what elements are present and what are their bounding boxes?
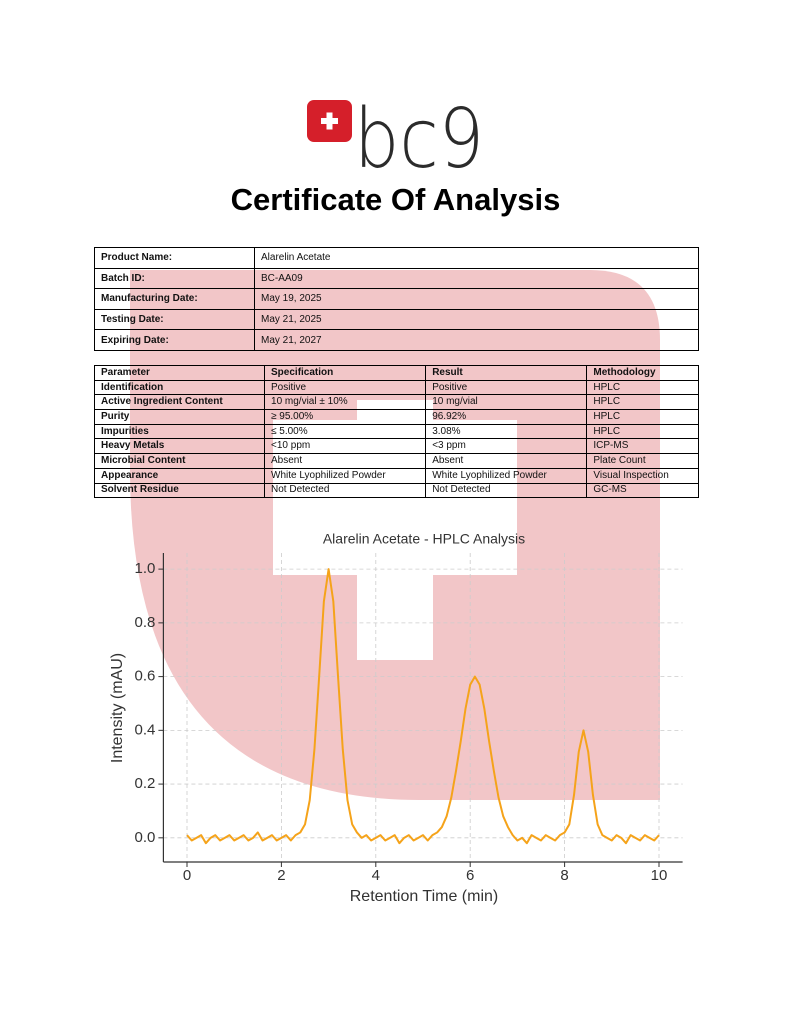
chart-title: Alarelin Acetate - HPLC Analysis (323, 531, 525, 547)
table-cell: Positive (425, 379, 588, 396)
table-cell: White Lyophilized Powder (425, 467, 588, 484)
data-line (186, 568, 660, 845)
table-cell: 10 mg/vial (425, 394, 588, 411)
y-axis-label: Intensity (mAU) (109, 653, 126, 763)
y-tick-label: 0.8 (135, 614, 156, 631)
y-tick-label: 1.0 (135, 560, 156, 577)
table-row: Heavy Metals <10 ppm <3 ppm ICP-MS (93, 438, 699, 455)
table-cell: Not Detected (425, 482, 588, 499)
y-tick-label: 0.2 (135, 775, 156, 792)
column-header: Methodology (586, 365, 699, 381)
table-cell: Purity (93, 409, 266, 425)
product-table: Product Name: Alarelin Acetate Batch ID: BC… (94, 247, 699, 351)
document-title: Certificate Of Analysis (230, 182, 561, 217)
table-cell: HPLC (586, 379, 699, 396)
x-tick-label: 8 (560, 867, 568, 884)
table-row: Active Ingredient Content 10 mg/vial ± 10… (93, 394, 699, 411)
test-table: Parameter Specification Result Methodology I… (93, 365, 699, 499)
column-header: Parameter (93, 365, 266, 381)
column-header: Specification (264, 365, 427, 381)
table-cell: Plate Count (586, 453, 699, 469)
table-cell: ICP-MS (586, 438, 699, 455)
table-cell: Heavy Metals (93, 438, 266, 455)
x-tick-label: 2 (277, 867, 285, 884)
y-tick-label: 0.4 (135, 721, 156, 738)
table-row: Identification Positive Positive HPLC (93, 379, 699, 396)
table-row: Expiring Date: May 21, 2027 (94, 329, 699, 351)
table-cell: White Lyophilized Powder (264, 467, 427, 484)
x-tick-label: 0 (183, 867, 191, 884)
y-tick-label: 0.6 (135, 668, 156, 685)
table-cell: 3.08% (425, 423, 588, 440)
table-row: Appearance White Lyophilized Powder White … (93, 467, 699, 484)
table-cell: Absent (264, 453, 427, 469)
x-tick-label: 6 (466, 867, 474, 884)
column-header: Result (425, 365, 588, 381)
table-row: Batch ID: BC-AA09 (94, 267, 699, 290)
logo-cross (326, 112, 333, 130)
table-row: Impurities ≤ 5.00% 3.08% HPLC (93, 423, 699, 440)
field-value: May 21, 2027 (254, 329, 699, 351)
x-tick-label: 10 (651, 867, 668, 884)
x-axis-label: Retention Time (min) (350, 888, 499, 905)
table-row: Microbial Content Absent Absent Plate Count (93, 453, 699, 469)
logo-text: bc9 (354, 92, 484, 187)
table-cell: HPLC (586, 394, 699, 411)
table-row: Testing Date: May 21, 2025 (94, 308, 699, 331)
table-cell: HPLC (586, 409, 699, 425)
table-cell: Absent (425, 453, 588, 469)
table-row: Solvent Residue Not Detected Not Detected G… (93, 482, 699, 499)
table-cell: <3 ppm (425, 438, 588, 455)
x-tick-label: 4 (372, 867, 380, 884)
table-cell: GC-MS (586, 482, 699, 499)
table-row: Purity ≥ 95.00% 96.92% HPLC (93, 409, 699, 425)
table-cell: HPLC (586, 423, 699, 440)
table-cell: 96.92% (425, 409, 588, 425)
table-cell: Visual Inspection (586, 467, 699, 484)
table-cell: Active Ingredient Content (93, 394, 266, 411)
y-tick-label: 0.0 (135, 829, 156, 846)
